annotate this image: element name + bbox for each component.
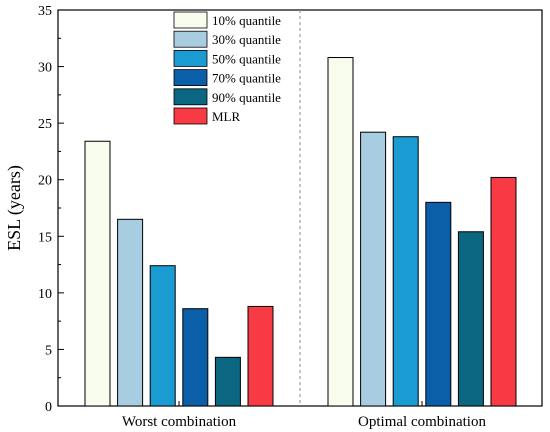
y-tick-label: 10 [38,287,52,302]
bar [490,176,517,407]
category-label: Worst combination [122,414,237,430]
y-tick-label: 15 [38,230,52,245]
bar [247,305,274,407]
y-tick-label: 20 [38,174,52,189]
y-tick-label: 5 [45,343,52,358]
bar [457,231,484,407]
bar [425,201,452,407]
y-tick-label: 30 [38,61,52,76]
legend-swatch [173,11,208,29]
legend-swatch [173,50,208,67]
y-tick-label: 35 [38,4,52,19]
category-label: Optimal combination [358,414,486,430]
y-axis: 0 5 10 15 20 25 30 35 [38,4,64,415]
legend-swatch [173,30,208,48]
bar [84,140,111,407]
bar [392,136,419,407]
y-tick-label: 0 [45,400,52,415]
bar [117,218,144,407]
legend-label: 10% quantile [212,13,281,28]
bar [149,265,176,407]
bar [360,131,387,407]
bar [214,356,241,407]
legend-label: MLR [212,109,241,124]
legend: 10% quantile 30% quantile 50% quantile 70% … [173,11,281,125]
legend-swatch [173,107,208,125]
legend-swatch [173,88,208,106]
x-axis: Worst combination Optimal combination [122,401,486,430]
bar [327,57,354,407]
legend-label: 70% quantile [212,71,281,86]
bar [182,308,209,407]
legend-swatch [173,69,208,86]
legend-label: 50% quantile [212,51,281,66]
legend-label: 30% quantile [212,32,281,47]
y-tick-label: 25 [38,117,52,132]
y-axis-title: ESL (years) [4,165,25,251]
bars [84,57,517,407]
legend-label: 90% quantile [212,90,281,105]
